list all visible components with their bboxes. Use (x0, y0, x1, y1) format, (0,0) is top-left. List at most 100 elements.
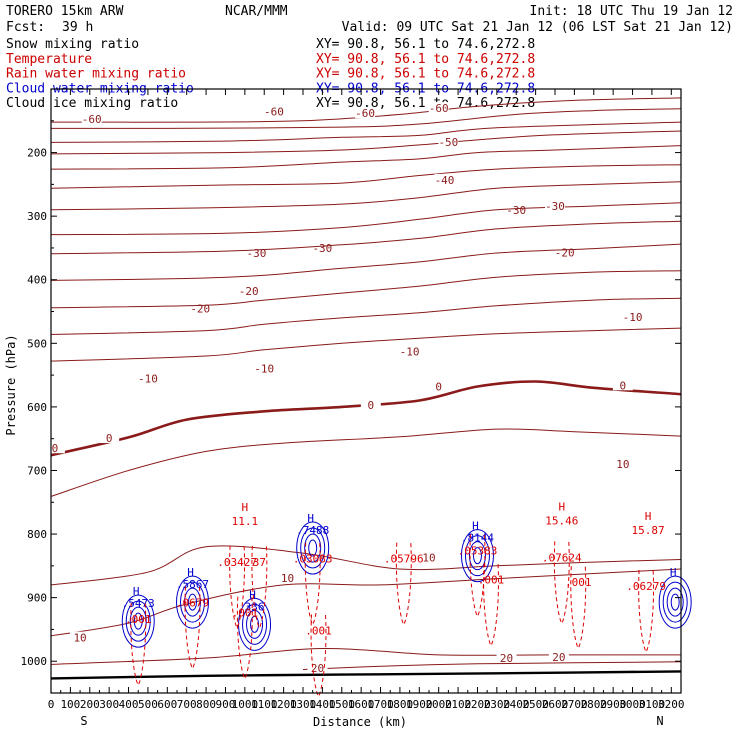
x-tick-label: 300 (99, 698, 119, 711)
contour-label: -10 (623, 311, 643, 324)
y-tick-label: 200 (27, 147, 47, 160)
snow-max-marker: H (645, 510, 652, 523)
temperature-contour-line (50, 647, 681, 665)
legend-label: Cloud ice mixing ratio (6, 96, 178, 111)
cloud-water-contour (460, 529, 494, 583)
x-tick-label: 1100 (251, 698, 278, 711)
contour-label-bg (307, 662, 328, 674)
model-title: TORERO 15km ARW (6, 4, 124, 19)
init-time: Init: 18 UTC Thu 19 Jan 12 (530, 4, 734, 19)
forecast-label: Fcst: (6, 20, 45, 35)
contour-label-bg (254, 362, 275, 374)
contour-label-bg (99, 432, 120, 444)
temperature-contour-line (50, 428, 682, 497)
contour-label-bg (434, 173, 455, 185)
y-tick-label: 300 (27, 210, 47, 223)
contour-label-bg (622, 311, 643, 323)
legend-label: Temperature (6, 52, 92, 67)
surface-pressure-line (50, 670, 682, 680)
x-tick-label: 2500 (522, 698, 549, 711)
x-tick-label: 700 (177, 698, 197, 711)
cloud-water-contour (464, 535, 490, 577)
x-axis-title: Distance (km) (313, 715, 407, 729)
cloud-water-contour (308, 539, 318, 557)
y-tick-label: 900 (27, 592, 47, 605)
forecast-hour: 39 h (62, 20, 93, 35)
x-tick-label: 1300 (290, 698, 317, 711)
y-tick-label: 500 (27, 337, 47, 350)
temperature-contour-line (50, 220, 682, 255)
cloud-water-contour (658, 575, 692, 629)
x-tick-label: 1200 (270, 698, 297, 711)
rain-water-max-value: .03427 (217, 556, 257, 569)
temperature-contour-line (50, 327, 682, 362)
plot-frame (50, 88, 682, 694)
legend-label: Rain water mixing ratio (6, 67, 186, 82)
contour-label: -10 (400, 346, 420, 359)
contour-label-bg (612, 458, 633, 470)
snow-max-marker: H (242, 501, 249, 514)
contour-label-bg (554, 246, 575, 258)
cloud-water-contour (468, 541, 486, 571)
contour-label-bg (238, 285, 259, 297)
x-tick-label: 2700 (561, 698, 588, 711)
contour-label: 20 (500, 652, 513, 665)
rain-water-max-value: .001 (125, 613, 152, 626)
contour-label: -20 (555, 246, 575, 259)
contour-label-bg (312, 241, 333, 253)
contour-label: -50 (438, 136, 458, 149)
cloud-water-contour (670, 593, 680, 611)
y-tick-label: 700 (27, 464, 47, 477)
x-tick-label: 1700 (367, 698, 394, 711)
snow-max-value: 15.46 (545, 515, 578, 528)
x-tick-label: 2400 (503, 698, 530, 711)
rain-water-max-value: .001 (565, 576, 592, 589)
contour-label: 0 (435, 381, 442, 394)
contour-label: 10 (616, 458, 629, 471)
contour-label: -10 (254, 363, 274, 376)
snow-max-marker: H (558, 501, 565, 514)
x-tick-label: 1400 (309, 698, 336, 711)
x-tick-label: 200 (80, 698, 100, 711)
cloud-water-contour (666, 587, 684, 617)
y-tick-label: 400 (27, 274, 47, 287)
cloud-water-contour (250, 615, 260, 633)
contour-label: 20 (311, 662, 324, 675)
x-tick-label: 0 (48, 698, 55, 711)
contour-label-bg (496, 652, 517, 664)
cloud-water-contour (304, 533, 322, 563)
temperature-contour-line (50, 297, 682, 335)
valid-time: Valid: 09 UTC Sat 21 Jan 12 (06 LST Sat … (342, 20, 733, 35)
contour-label: -40 (435, 174, 455, 187)
cloud-water-contour (121, 594, 155, 648)
legend-label: Snow mixing ratio (6, 37, 139, 52)
temperature-contour-line (50, 270, 682, 309)
x-tick-label: 1900 (406, 698, 433, 711)
temperature-contour-line (50, 121, 682, 143)
y-axis-title: Pressure (hPa) (4, 334, 18, 435)
cloud-water-max-value: .8144 (461, 532, 494, 545)
contour-label: 0 (106, 432, 113, 445)
contour-label: 0 (620, 379, 627, 392)
rain-water-max-value: .001 (232, 607, 259, 620)
cloud-water-max-value: 336 (245, 600, 265, 613)
temperature-contour-line (302, 661, 682, 670)
contour-label-bg (419, 551, 439, 563)
contour-label-bg (81, 112, 102, 124)
x-tick-label: 2900 (600, 698, 627, 711)
contour-label-bg (399, 345, 420, 357)
cloud-water-max-value: .5867 (176, 578, 209, 591)
rain-water-max-value: .0679 (176, 597, 209, 610)
temperature-contour-line (50, 380, 682, 457)
contour-label-bg (44, 442, 65, 454)
contour-label-bg (263, 105, 284, 117)
cloud-water-max-marker: H (187, 566, 194, 579)
south-label: S (80, 714, 87, 728)
temperature-contour-line (50, 545, 682, 586)
contour-label-bg (438, 135, 459, 147)
x-tick-label: 1800 (387, 698, 414, 711)
legend-xy: XY= 90.8, 56.1 to 74.6,272.8 (316, 96, 535, 111)
contour-label-bg (360, 398, 381, 410)
contour-label: -30 (247, 247, 267, 260)
